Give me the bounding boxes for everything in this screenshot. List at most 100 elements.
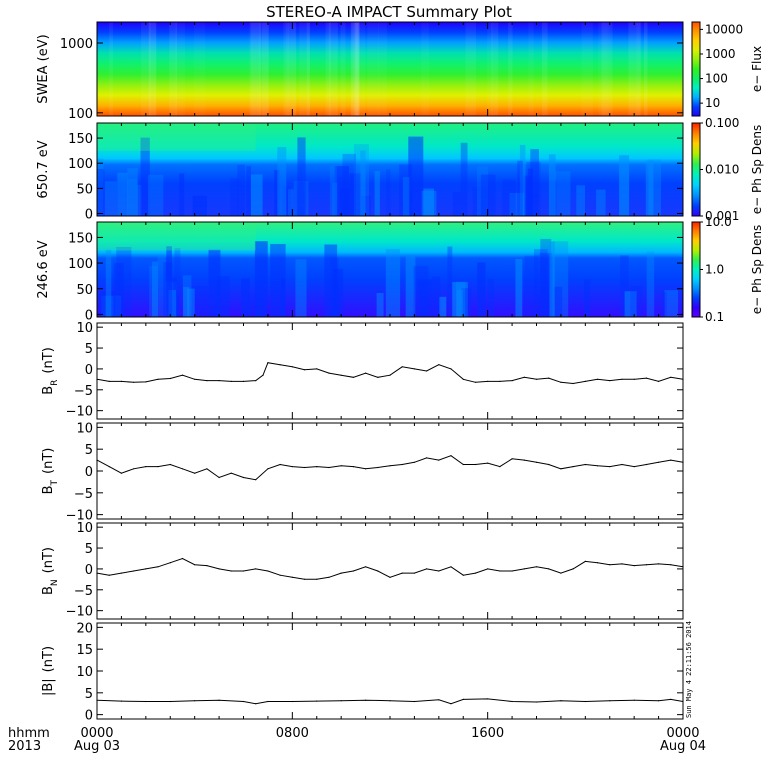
- spectrogram-texture: [166, 246, 172, 317]
- spectrogram-texture: [140, 137, 150, 216]
- y-tick-label: 0: [85, 207, 93, 222]
- spectrogram-texture: [648, 159, 661, 216]
- data-point: [584, 700, 586, 703]
- data-point: [303, 369, 306, 371]
- spectrogram-texture: [477, 262, 486, 317]
- y-tick-label: −5: [74, 384, 93, 399]
- spectrogram-texture: [355, 22, 360, 116]
- spectrogram-texture: [645, 160, 654, 216]
- spectrogram-texture: [104, 181, 118, 216]
- spectrogram-texture: [352, 22, 366, 116]
- ylabel-unit: (nT): [41, 646, 56, 672]
- spectrogram-texture: [378, 22, 387, 116]
- data-point: [120, 472, 122, 474]
- spectrogram-texture: [342, 153, 356, 216]
- colorbar-tick-label: 100: [705, 72, 728, 86]
- spectrogram-texture: [163, 262, 173, 317]
- y-tick-label: 0: [85, 465, 93, 480]
- spectrogram-texture: [367, 22, 380, 116]
- spectrogram-texture: [524, 255, 539, 317]
- y-tick-label: 0: [85, 563, 93, 578]
- data-point: [487, 380, 489, 382]
- data-point: [157, 378, 159, 380]
- data-point: [560, 381, 562, 383]
- data-point: [511, 458, 513, 460]
- time-tick-label: 1600: [471, 726, 504, 741]
- time-tick-label: 0000: [80, 726, 113, 741]
- spectrogram-texture: [127, 179, 137, 216]
- data-point: [438, 459, 440, 461]
- data-point: [560, 468, 562, 470]
- data-point: [218, 568, 220, 570]
- data-point: [438, 699, 440, 701]
- data-point: [291, 700, 293, 703]
- data-point: [450, 368, 452, 370]
- data-point: [120, 700, 122, 702]
- data-point: [255, 479, 257, 481]
- data-point: [572, 568, 574, 570]
- spectrogram-texture: [277, 147, 287, 216]
- spectrogram-texture: [413, 266, 429, 317]
- spectrogram-texture: [295, 259, 307, 317]
- data-point: [499, 466, 501, 468]
- spectrogram-texture: [523, 175, 533, 216]
- panel-ylabel: |B| (nT): [41, 646, 56, 696]
- data-point: [255, 568, 257, 570]
- spectrogram-texture: [249, 22, 261, 116]
- y-tick-label: 50: [76, 182, 93, 197]
- spectrogram-texture: [630, 285, 643, 317]
- data-point: [230, 570, 232, 572]
- spectrogram-texture: [376, 293, 384, 317]
- spectrogram-texture: [517, 160, 523, 216]
- spectrogram-texture: [644, 22, 648, 116]
- data-point: [523, 376, 525, 378]
- data-point: [499, 380, 501, 382]
- spectrogram-texture: [530, 149, 539, 216]
- spectrogram-texture: [581, 22, 593, 116]
- plot-title: STEREO-A IMPACT Summary Plot: [266, 3, 512, 21]
- ylabel-main: B: [41, 386, 56, 395]
- spectrogram-texture: [548, 154, 556, 216]
- panel-frame: [96, 522, 684, 620]
- colorbar-1: [691, 21, 701, 117]
- series-line-5: [96, 455, 684, 481]
- data-point: [169, 463, 171, 466]
- spectrogram-texture: [534, 249, 548, 317]
- data-point: [487, 698, 489, 700]
- data-point: [340, 465, 342, 467]
- ylabel-subscript: R: [50, 380, 60, 386]
- panel-ylabel: 650.7 eV: [36, 140, 51, 198]
- spectrogram-texture: [141, 22, 151, 116]
- spectrogram-texture: [105, 249, 112, 317]
- spectrogram-texture: [661, 292, 667, 317]
- data-point: [267, 700, 269, 703]
- data-point: [401, 463, 403, 466]
- y-tick-label: 10: [76, 421, 93, 436]
- spectrogram-texture: [99, 291, 116, 317]
- spectrogram-texture: [509, 192, 525, 216]
- spectrogram-texture: [539, 252, 553, 317]
- data-point: [389, 700, 391, 702]
- spectrogram-texture: [528, 168, 533, 216]
- data-point: [401, 366, 403, 368]
- series-line-6: [96, 557, 684, 580]
- data-point: [328, 576, 330, 578]
- data-point: [584, 380, 586, 382]
- data-point: [670, 698, 672, 701]
- data-point: [621, 378, 623, 380]
- data-point: [548, 377, 550, 379]
- spectrogram-texture: [282, 186, 291, 216]
- spectrogram-texture: [354, 22, 360, 116]
- data-point: [377, 570, 379, 572]
- data-point: [389, 374, 391, 376]
- data-point: [523, 459, 525, 461]
- data-point: [157, 566, 159, 568]
- panel-7: |B| (nT) 0 5 10 15 20: [41, 621, 684, 724]
- data-point: [645, 564, 648, 566]
- panel-1: 10 100 1000 10000 e− Flux SWEA (eV) 100 1000: [36, 21, 764, 122]
- data-point: [352, 376, 354, 378]
- panel-ylabel: BN (nT): [41, 547, 60, 595]
- panel-frame: [96, 422, 684, 520]
- data-point: [230, 472, 232, 474]
- data-point: [426, 568, 428, 570]
